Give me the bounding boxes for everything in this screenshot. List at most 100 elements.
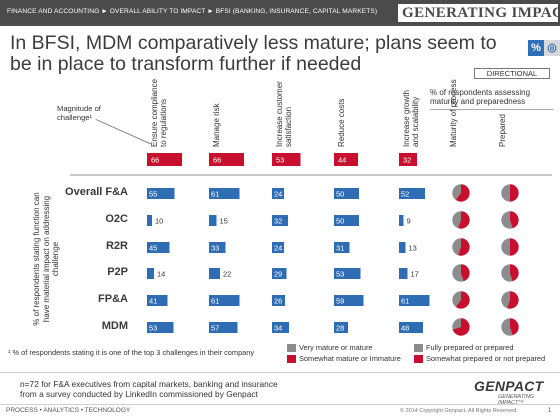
pie-outline <box>500 290 520 310</box>
data-bar <box>147 295 168 306</box>
maturity-pie-slice <box>458 211 470 229</box>
pie-outline <box>500 263 520 283</box>
bar-value-label: 48 <box>401 324 409 333</box>
row-label: FP&A <box>98 293 128 305</box>
bar-value-label: 53 <box>149 324 157 333</box>
copyright: © 2014 Copyright Genpact. All Rights Res… <box>400 408 518 414</box>
bar-value-label: 24 <box>274 244 282 253</box>
magnitude-value-label: 53 <box>276 156 284 165</box>
pie-outline <box>500 210 520 230</box>
data-bar <box>209 268 220 279</box>
logo-background <box>398 4 558 22</box>
bar-value-label: 14 <box>157 270 165 279</box>
bar-value-label: 10 <box>155 217 163 226</box>
magnitude-value-label: 66 <box>213 156 221 165</box>
prepared-pie-slice <box>510 211 519 229</box>
header-bar: FINANCE AND ACCOUNTING ► OVERALL ABILITY… <box>0 0 560 26</box>
overall-separator <box>70 174 552 176</box>
maturity-pie-slice <box>458 238 470 256</box>
pie-outline <box>500 237 520 257</box>
bar-value-label: 28 <box>336 324 344 333</box>
pie-outline <box>500 317 520 337</box>
global-banking-icon: ◎ <box>544 40 560 56</box>
bar-value-label: 50 <box>336 217 344 226</box>
bottom-divider <box>0 404 560 405</box>
data-bar <box>334 215 359 226</box>
magnitude-bar <box>147 153 182 166</box>
legend-item-mature: Very mature or mature <box>287 343 401 354</box>
maturity-pie-slice <box>452 318 470 336</box>
respondents-divider <box>430 109 553 110</box>
page-number: 1 <box>548 408 552 414</box>
data-bar <box>209 215 217 226</box>
genpact-logo: GENPACT <box>474 378 544 394</box>
data-bar <box>399 188 425 199</box>
data-bar <box>272 268 287 279</box>
legend-label: Somewhat prepared or not prepared <box>426 354 546 363</box>
data-bar <box>399 242 406 253</box>
legend-swatch-gray <box>414 344 423 352</box>
prepared-pie-slice <box>507 291 519 310</box>
data-bar <box>334 242 350 253</box>
pie-outline <box>451 210 471 230</box>
data-bar <box>209 188 240 199</box>
data-bar <box>147 188 175 199</box>
data-bar <box>147 215 152 226</box>
bar-value-label: 59 <box>336 297 344 306</box>
bar-value-label: 53 <box>336 270 344 279</box>
data-bar <box>147 268 154 279</box>
preparedness-legend: Fully prepared or prepared Somewhat prep… <box>414 343 545 365</box>
prepared-pie-slice <box>510 184 519 202</box>
bar-value-label: 34 <box>274 324 282 333</box>
row-label: P2P <box>107 266 128 278</box>
bar-value-label: 13 <box>409 244 417 253</box>
bar-value-label: 55 <box>149 190 157 199</box>
sample-note: n=72 for F&A executives from capital mar… <box>20 379 278 399</box>
bar-value-label: 61 <box>211 297 219 306</box>
pie-outline <box>500 183 520 203</box>
data-bar <box>209 242 226 253</box>
legend-label: Somewhat mature or Immature <box>299 354 401 363</box>
magnitude-bar <box>209 153 244 166</box>
pie-outline <box>451 237 471 257</box>
bar-value-label: 24 <box>274 190 282 199</box>
data-bar <box>272 295 285 306</box>
data-bar <box>147 322 174 333</box>
magnitude-value-label: 32 <box>403 156 411 165</box>
magnitude-label: Magnitude of challenge¹ <box>57 104 127 122</box>
data-bar <box>334 268 361 279</box>
row-label: MDM <box>101 320 128 332</box>
legend-swatch-red <box>287 355 296 363</box>
genpact-tagline: GENERATING IMPACT™ <box>498 394 534 406</box>
data-bar <box>272 242 284 253</box>
pie-outline <box>451 290 471 310</box>
data-bar <box>209 295 240 306</box>
row-label: Overall F&A <box>65 186 128 198</box>
breadcrumb: FINANCE AND ACCOUNTING ► OVERALL ABILITY… <box>7 8 378 15</box>
maturity-pie-slice <box>455 291 470 309</box>
row-label: R2R <box>105 240 128 252</box>
page-title: In BFSI, MDM comparatively less mature; … <box>10 32 497 75</box>
bar-value-label: 9 <box>407 217 411 226</box>
magnitude-bar <box>334 153 358 166</box>
legend-item-not-prepared: Somewhat prepared or not prepared <box>414 354 545 365</box>
bar-value-label: 26 <box>274 297 282 306</box>
bar-value-label: 32 <box>274 217 282 226</box>
data-bar <box>399 295 430 306</box>
percent-icon: % <box>528 40 544 56</box>
bar-value-label: 17 <box>411 270 419 279</box>
pie-outline <box>451 317 471 337</box>
footer-text: PROCESS • ANALYTICS • TECHNOLOGY <box>6 407 131 414</box>
prepared-pie-slice <box>510 318 519 336</box>
bar-value-label: 33 <box>211 244 219 253</box>
legend-swatch-gray <box>287 344 296 352</box>
bar-value-label: 61 <box>211 190 219 199</box>
footer-divider <box>0 372 560 373</box>
data-bar <box>334 188 359 199</box>
bar-value-label: 50 <box>336 190 344 199</box>
bar-value-label: 61 <box>401 297 409 306</box>
bar-value-label: 52 <box>401 190 409 199</box>
data-bar <box>209 322 238 333</box>
data-bar <box>272 215 288 226</box>
